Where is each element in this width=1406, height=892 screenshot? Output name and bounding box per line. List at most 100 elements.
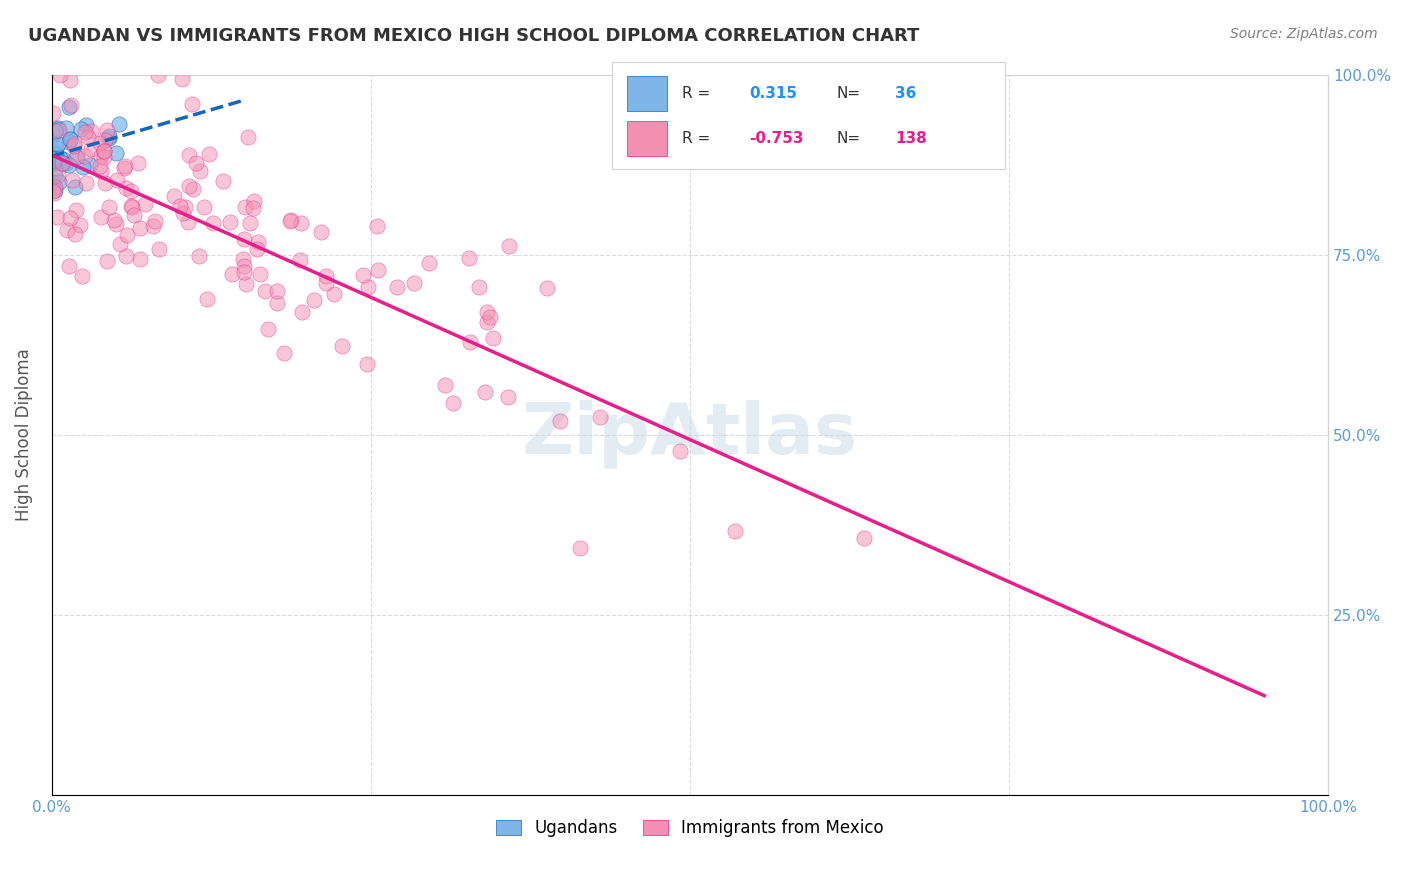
Text: ZipAtlas: ZipAtlas <box>522 401 858 469</box>
Point <box>482 331 505 345</box>
Point <box>233 259 256 273</box>
Point <box>44 168 66 182</box>
Point <box>45 151 67 165</box>
Point <box>183 182 205 196</box>
Point <box>89 159 111 173</box>
Point <box>45 122 67 136</box>
Point <box>94 176 117 190</box>
Point <box>44 183 66 197</box>
Point <box>315 276 337 290</box>
Point <box>177 215 200 229</box>
Point <box>77 130 100 145</box>
Point <box>41 184 63 198</box>
Point <box>243 194 266 208</box>
Point <box>75 125 97 139</box>
Point <box>142 219 165 234</box>
Point <box>468 280 491 294</box>
Point <box>291 304 314 318</box>
Text: N=: N= <box>837 131 860 146</box>
Point <box>65 203 87 218</box>
Point <box>59 132 82 146</box>
Text: UGANDAN VS IMMIGRANTS FROM MEXICO HIGH SCHOOL DIPLOMA CORRELATION CHART: UGANDAN VS IMMIGRANTS FROM MEXICO HIGH S… <box>28 27 920 45</box>
Point <box>232 252 254 266</box>
Point <box>75 149 97 163</box>
Point <box>75 118 97 132</box>
Point <box>198 147 221 161</box>
Point <box>357 280 380 294</box>
Point <box>65 150 87 164</box>
Point <box>104 217 127 231</box>
Point <box>290 216 312 230</box>
Point <box>143 213 166 227</box>
Point <box>59 211 82 226</box>
Point <box>179 148 201 162</box>
Point <box>94 133 117 147</box>
Point <box>669 443 692 458</box>
Point <box>115 181 138 195</box>
Point <box>148 68 170 82</box>
Point <box>93 144 115 158</box>
Bar <box>627 77 666 111</box>
Point <box>278 214 301 228</box>
Point <box>120 199 142 213</box>
Point <box>56 223 79 237</box>
Text: 138: 138 <box>896 131 927 146</box>
Point <box>44 179 66 194</box>
Point <box>112 161 135 175</box>
Point <box>90 149 112 163</box>
Point <box>134 196 156 211</box>
Point <box>127 156 149 170</box>
Point <box>70 268 93 283</box>
Y-axis label: High School Diploma: High School Diploma <box>15 348 32 521</box>
Point <box>242 201 264 215</box>
Point <box>62 139 84 153</box>
Point <box>174 200 197 214</box>
Point <box>42 186 65 200</box>
Point <box>330 339 353 353</box>
Point <box>589 410 612 425</box>
Point <box>239 215 262 229</box>
Point <box>475 305 498 319</box>
Point <box>366 219 388 233</box>
Point <box>122 208 145 222</box>
Point <box>385 279 408 293</box>
Point <box>59 97 82 112</box>
Text: N=: N= <box>837 86 860 101</box>
Point <box>418 256 440 270</box>
Point <box>58 100 80 114</box>
Point <box>90 164 112 178</box>
Point <box>569 541 592 555</box>
Point <box>433 377 456 392</box>
Text: 0.315: 0.315 <box>749 86 797 101</box>
Point <box>212 174 235 188</box>
Point <box>42 106 65 120</box>
Point <box>72 161 94 175</box>
Point <box>45 147 67 161</box>
Point <box>58 260 80 274</box>
Point <box>63 227 86 241</box>
Point <box>80 142 103 156</box>
Point <box>49 151 72 165</box>
Point <box>93 144 115 158</box>
Point <box>98 131 121 145</box>
Point <box>75 176 97 190</box>
Point <box>238 129 260 144</box>
Point <box>48 122 70 136</box>
Point <box>66 150 89 164</box>
Point <box>42 128 65 142</box>
Point <box>114 249 136 263</box>
Point <box>235 277 257 292</box>
Point <box>128 252 150 266</box>
Point <box>288 253 311 268</box>
Point <box>105 146 128 161</box>
Point <box>195 292 218 306</box>
Point <box>254 285 277 299</box>
Point <box>103 213 125 227</box>
Point <box>105 173 128 187</box>
Point <box>247 235 270 249</box>
Point <box>69 218 91 232</box>
Point <box>52 156 75 170</box>
Point <box>63 137 86 152</box>
Point <box>42 156 65 170</box>
Point <box>115 227 138 242</box>
